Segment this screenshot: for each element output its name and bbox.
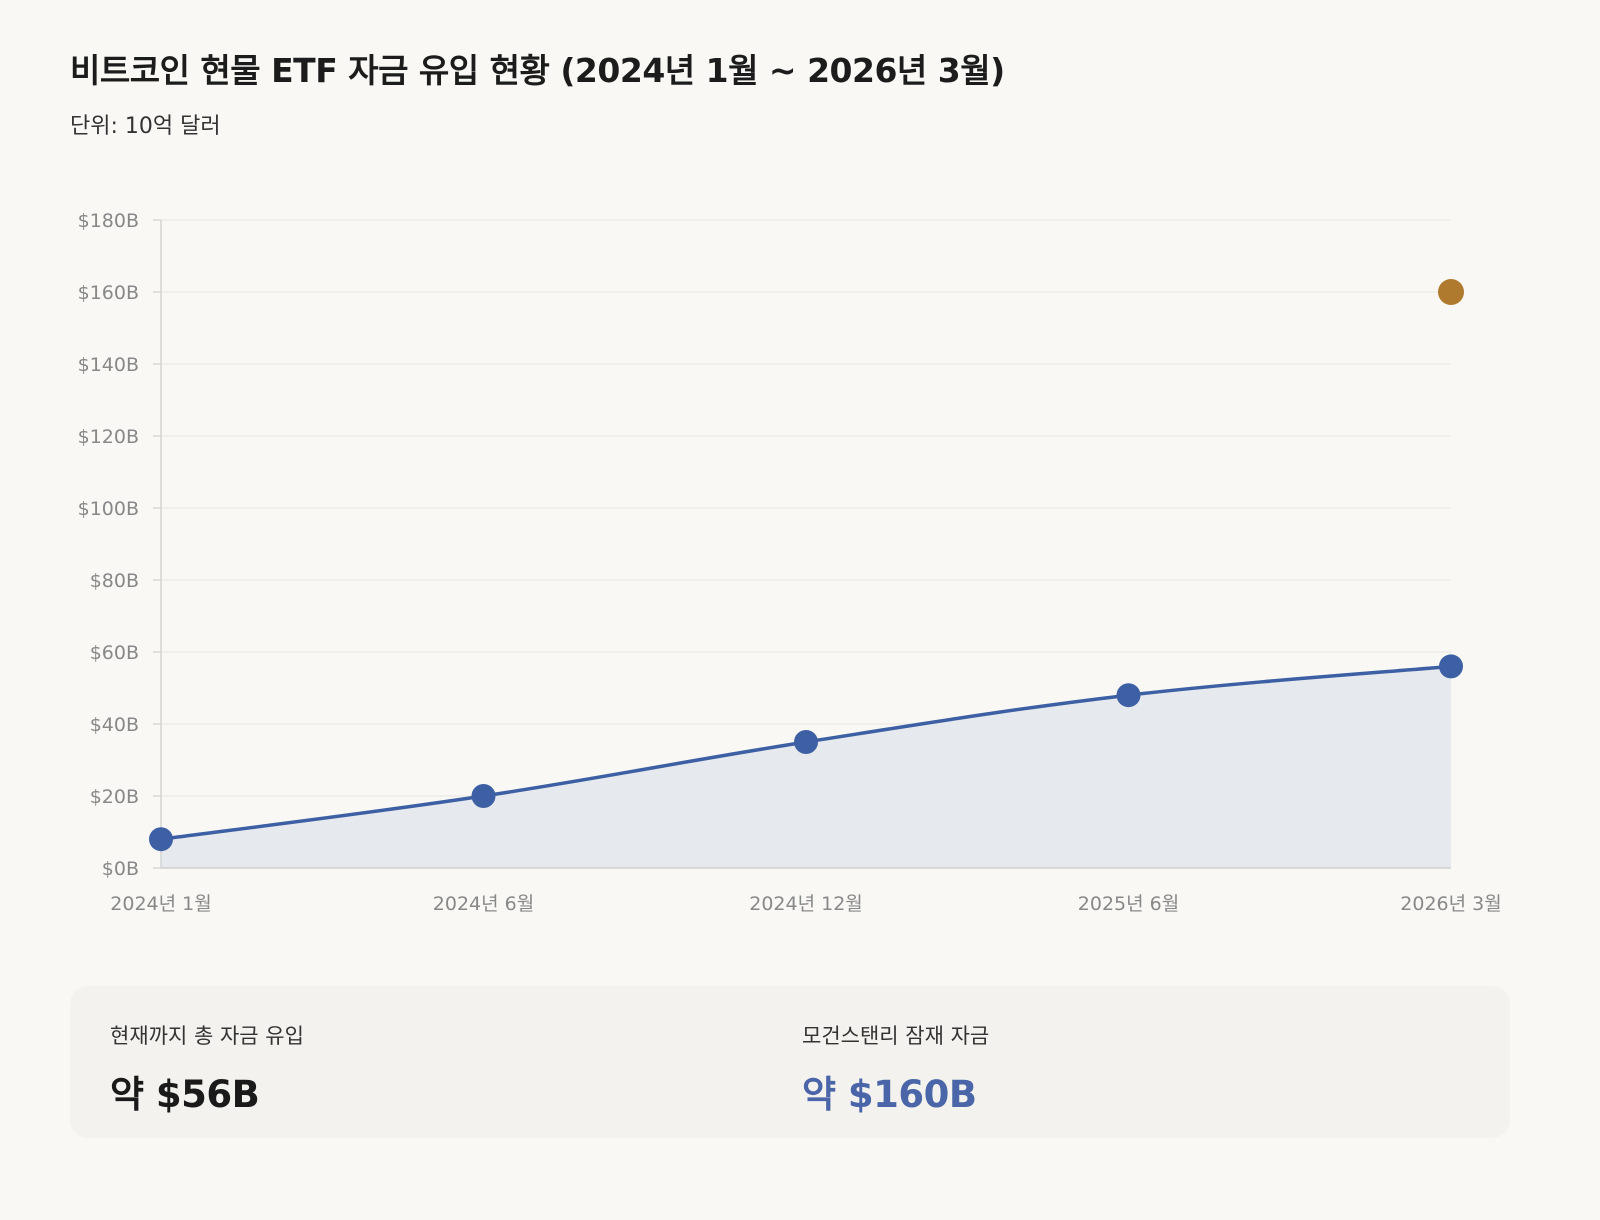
chart-subtitle: 단위: 10억 달러 [70,114,221,139]
potential-funds-label: 모건스탠리 잠재 자금 [802,1024,990,1048]
data-points [149,279,1464,852]
data-point [1116,683,1141,708]
potential-funds-value: 약 $160B [802,1073,977,1116]
potential-funds-point [1438,279,1464,305]
axes [160,220,1451,869]
chart-title: 비트코인 현물 ETF 자금 유입 현황 (2024년 1월 ~ 2026년 3… [70,51,1005,90]
x-tick-label: 2024년 1월 [110,893,211,915]
current-inflow-value: 약 $56B [110,1073,260,1116]
data-point [794,730,818,754]
x-tick-label: 2024년 12월 [749,893,863,915]
y-tick-label: $100B [78,498,139,520]
y-tick-label: $40B [90,714,139,736]
y-tick-label: $80B [90,570,139,592]
area-fill [161,666,1451,868]
y-tick-label: $160B [78,282,139,304]
x-tick-label: 2025년 6월 [1078,893,1179,915]
data-point [471,784,496,808]
etf-inflow-line-chart: $0B $20B $40B $60B $80B $100B $120B $140B $160B $… [78,210,1502,915]
gridlines [153,219,1451,869]
current-inflow-stat: 현재까지 총 자금 유입 약 $56B [110,1020,304,1118]
x-tick-label: 2024년 6월 [433,893,534,915]
data-point [1439,654,1463,679]
y-tick-label: $60B [90,642,139,664]
current-inflow-label: 현재까지 총 자금 유입 [110,1024,304,1048]
y-tick-label: $0B [102,858,139,880]
x-tick-labels: 2024년 1월 2024년 6월 2024년 12월 2025년 6월 2026년 3… [110,893,1501,915]
y-tick-label: $20B [90,786,139,808]
x-tick-label: 2026년 3월 [1400,893,1501,915]
y-tick-labels: $0B $20B $40B $60B $80B $100B $120B $140B $160B $… [78,210,139,880]
summary-panel: 현재까지 총 자금 유입 약 $56B 모건스탠리 잠재 자금 약 $160B [70,986,1510,1138]
potential-funds-stat: 모건스탠리 잠재 자금 약 $160B [802,1020,989,1118]
y-tick-label: $180B [78,210,139,232]
y-tick-label: $140B [78,354,139,376]
y-tick-label: $120B [78,426,139,448]
data-point [149,827,173,852]
series-area [161,666,1451,868]
